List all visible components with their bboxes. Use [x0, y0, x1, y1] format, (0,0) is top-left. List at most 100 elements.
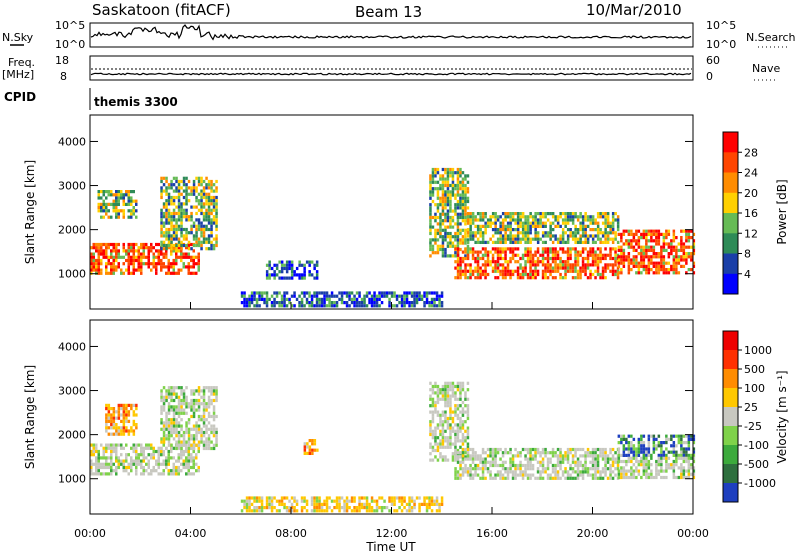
- power-cell: [175, 258, 178, 263]
- power-cell: [461, 228, 465, 232]
- velocity-cell: [429, 426, 432, 430]
- power-cell: [323, 304, 326, 308]
- velocity-cell: [456, 423, 460, 427]
- power-cell: [285, 297, 289, 301]
- power-cell: [466, 256, 470, 261]
- power-cell: [494, 266, 497, 270]
- power-cell: [177, 255, 180, 259]
- velocity-cell: [606, 454, 610, 458]
- power-cell: [486, 263, 490, 267]
- power-cell: [200, 211, 203, 216]
- velocity-cell: [635, 475, 638, 480]
- velocity-cell: [637, 441, 641, 445]
- power-cell: [137, 255, 140, 259]
- power-cell: [185, 211, 188, 216]
- power-cell: [524, 266, 527, 270]
- power-cell: [441, 244, 445, 248]
- power-cell: [165, 265, 168, 269]
- power-colorbar-boxes: [723, 132, 738, 295]
- velocity-cell: [655, 447, 658, 451]
- power-cell: [212, 215, 216, 219]
- velocity-cell: [125, 456, 128, 460]
- power-cell: [571, 231, 575, 235]
- velocity-cell: [682, 469, 686, 473]
- velocity-cell: [112, 407, 116, 411]
- velocity-cell: [157, 472, 160, 476]
- power-cell: [192, 243, 196, 248]
- velocity-cell: [405, 509, 409, 513]
- velocity-cell: [192, 405, 196, 409]
- power-cell: [388, 297, 391, 301]
- power-cell: [127, 249, 130, 253]
- velocity-cell: [660, 453, 663, 457]
- power-cell: [660, 252, 663, 256]
- power-cell: [115, 190, 118, 194]
- power-cell: [640, 236, 643, 240]
- power-cell: [441, 187, 445, 191]
- velocity-cell: [313, 506, 316, 510]
- velocity-cell: [466, 451, 470, 455]
- power-cell: [630, 229, 633, 233]
- power-cell: [167, 195, 171, 200]
- velocity-cell: [155, 462, 158, 466]
- velocity-cell: [162, 434, 166, 438]
- velocity-cell: [190, 459, 193, 463]
- velocity-cell: [456, 397, 460, 401]
- power-cell: [378, 291, 381, 295]
- velocity-cell: [142, 449, 145, 454]
- power-cell: [685, 232, 688, 236]
- power-cell: [524, 228, 527, 232]
- power-cell: [556, 218, 560, 222]
- power-cell: [275, 294, 279, 298]
- power-cell: [449, 183, 452, 188]
- power-cell: [365, 291, 369, 295]
- power-cell: [95, 242, 98, 247]
- velocity-cell: [436, 394, 440, 398]
- velocity-cell: [456, 388, 460, 392]
- velocity-cell: [177, 437, 181, 441]
- power-cell: [298, 276, 301, 280]
- power-cell: [423, 294, 426, 298]
- power-cell: [581, 218, 585, 222]
- velocity-cell: [212, 446, 216, 451]
- power-cell: [283, 294, 286, 298]
- velocity-cell: [682, 447, 686, 451]
- power-cell: [591, 263, 595, 267]
- velocity-cell: [536, 476, 540, 480]
- power-cell: [506, 228, 510, 232]
- power-cell: [449, 238, 452, 242]
- velocity-colorbar-box: [723, 407, 738, 427]
- power-cell: [539, 224, 542, 228]
- velocity-cell: [504, 460, 507, 464]
- power-cell: [672, 232, 676, 236]
- power-cell: [526, 260, 530, 264]
- power-cell: [456, 183, 460, 188]
- power-cell: [439, 219, 442, 223]
- power-cell: [350, 297, 354, 301]
- power-cell: [127, 193, 130, 197]
- velocity-cell: [444, 391, 447, 395]
- velocity-cell: [132, 419, 136, 423]
- power-cell: [471, 234, 475, 238]
- velocity-cell: [117, 432, 121, 436]
- velocity-cell: [110, 419, 113, 423]
- power-cell: [589, 221, 592, 225]
- power-cell: [601, 221, 605, 225]
- power-cell: [549, 247, 552, 251]
- power-cell: [107, 262, 110, 266]
- power-cell: [434, 219, 437, 223]
- power-cell: [190, 255, 193, 259]
- velocity-cell: [569, 463, 572, 468]
- power-cell: [680, 248, 683, 252]
- power-cell: [491, 269, 495, 273]
- power-cell: [461, 193, 465, 197]
- power-cell: [637, 261, 641, 265]
- power-cell: [135, 242, 138, 247]
- power-cell: [521, 237, 525, 241]
- power-cell: [105, 190, 108, 194]
- velocity-cell: [625, 447, 628, 451]
- power-cell: [549, 237, 552, 241]
- velocity-cell: [328, 496, 331, 500]
- velocity-cell: [521, 473, 525, 477]
- velocity-cell: [554, 476, 557, 480]
